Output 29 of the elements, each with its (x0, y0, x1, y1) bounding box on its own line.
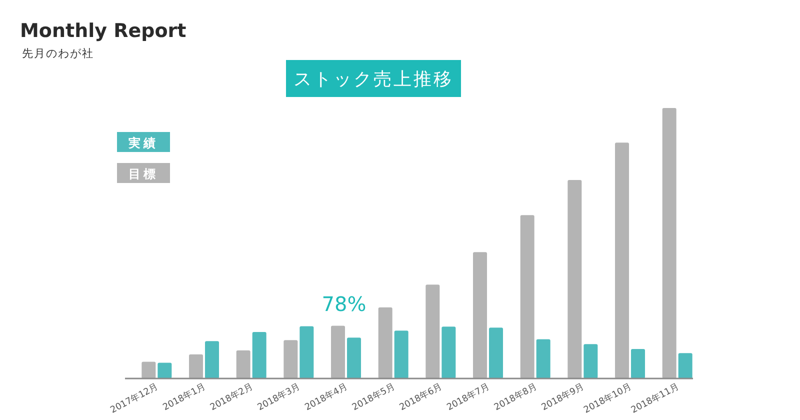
bar (584, 344, 598, 378)
bar (394, 330, 408, 378)
bar (252, 332, 266, 378)
bar (189, 354, 203, 378)
bar (678, 353, 692, 378)
bar (236, 350, 250, 378)
bar (347, 338, 361, 378)
bar (378, 307, 392, 378)
legend: 実績 目標 (117, 132, 170, 183)
bar (662, 108, 676, 378)
bar (473, 252, 487, 378)
bar (615, 142, 629, 378)
text: Monthly Report (20, 20, 186, 42)
bar (284, 340, 298, 378)
chart-subtitle: 先月のわが社 (22, 47, 94, 60)
annotation: 78% (322, 292, 366, 316)
bar (158, 362, 172, 378)
bar (520, 215, 534, 378)
bar (331, 326, 345, 378)
bar (489, 328, 503, 378)
bar (568, 180, 582, 378)
bar (536, 339, 550, 378)
bar (426, 284, 440, 378)
bar (205, 341, 219, 378)
chart-title: ストック売上推移 (294, 69, 454, 90)
bar (631, 349, 645, 378)
bar (442, 326, 456, 378)
bar (300, 326, 314, 378)
bar (142, 362, 156, 378)
